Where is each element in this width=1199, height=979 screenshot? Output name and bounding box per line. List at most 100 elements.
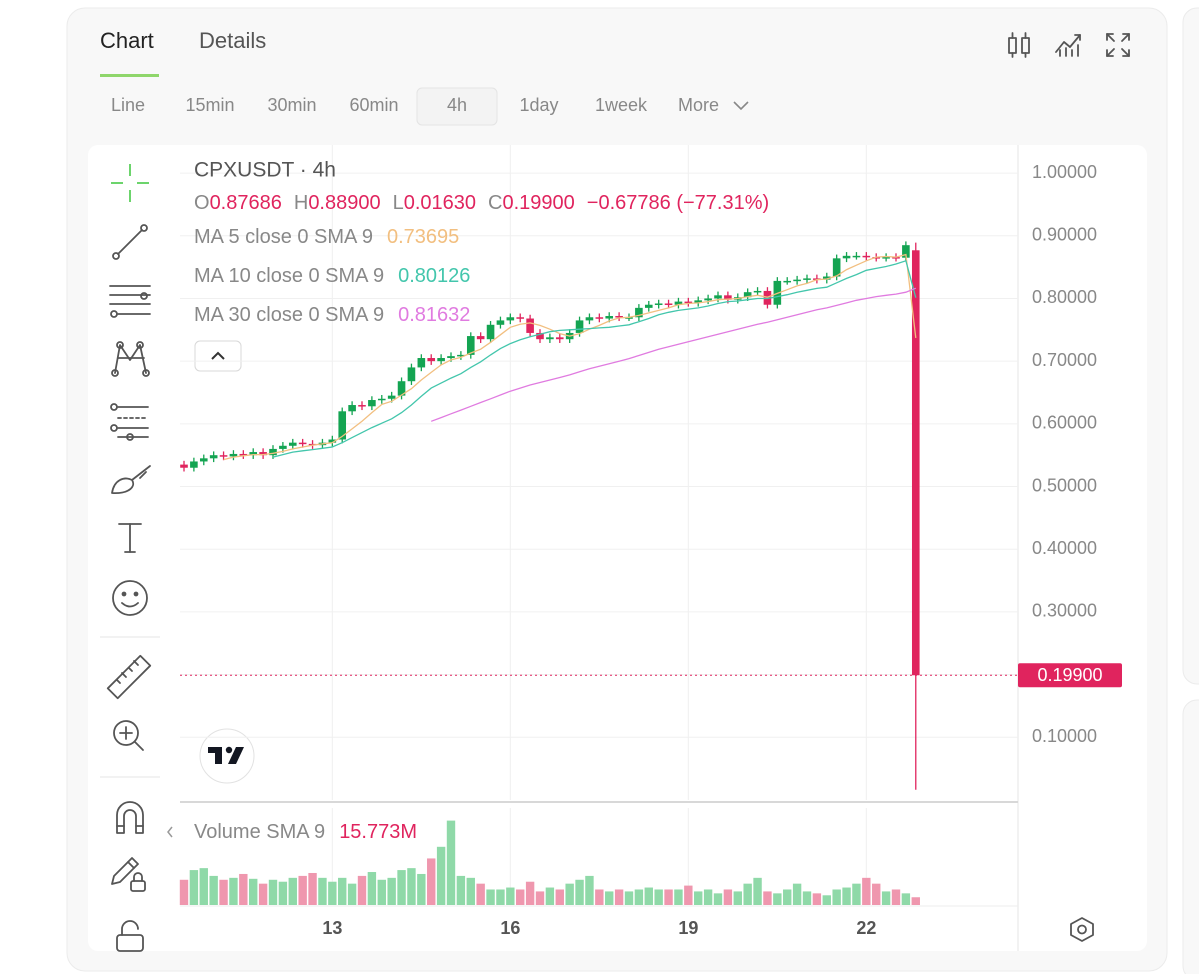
volume-bar [743,883,752,905]
candle-body [575,320,584,333]
ma-value: 0.80126 [398,265,470,287]
candle-body [793,279,801,282]
ohlc-key: H [294,192,308,214]
volume-bar [446,820,456,905]
volume-bar [545,887,555,905]
candle-body [743,292,752,298]
settings-button[interactable] [1070,917,1094,942]
ma-line [430,287,917,422]
volume-bar [377,879,386,905]
volume-bar [209,875,218,905]
volume-bar [753,877,762,905]
ruler-tool[interactable] [106,654,152,700]
ma-legend: MA 5 close 0 SMA 9 0.73695 [194,226,459,248]
candle-body [526,318,534,333]
volume-bar [852,883,861,905]
volume-bar [575,879,584,905]
plot: 0.19900 [179,241,1122,905]
volume-bar [694,891,703,905]
fib-tool[interactable] [110,403,149,441]
volume-bar [486,889,495,905]
tv-logo[interactable] [199,728,255,784]
text-tool[interactable] [118,523,142,553]
candle-body [635,307,643,318]
lock-tool[interactable] [116,920,144,952]
volume-bar [891,889,901,905]
y-tick-label: 0.10000 [1032,726,1097,746]
candle-body [605,316,614,319]
zoom-tool[interactable] [113,720,144,751]
x-tick-label: 22 [856,918,876,938]
interval[interactable]: 15min [185,95,234,115]
interval[interactable]: Line [111,95,145,115]
ma-name: MA 30 close 0 SMA 9 [194,304,384,326]
magnet-tool[interactable] [116,801,144,834]
volume-bar [802,891,812,905]
candle-body [199,458,208,462]
x-tick-label: 13 [322,918,342,938]
side-card [1182,7,1199,685]
tv-logo-mark [208,746,244,764]
indicators-button[interactable] [1055,34,1081,57]
candle-body [753,290,762,293]
volume-bar [723,889,733,905]
chart-panel [88,145,1147,951]
brush-tool[interactable] [111,465,151,494]
interval[interactable]: 1day [519,95,558,115]
interval[interactable]: 1week [595,95,648,115]
candle-body [506,317,515,321]
candle-body [852,255,861,258]
y-tick-label: 0.30000 [1032,601,1097,621]
ohlc-value: 0.87686 [210,192,282,214]
volume-bar [516,889,525,905]
volume-pane-toggle[interactable] [167,826,173,838]
volume-bar [387,877,396,905]
candle-type-button[interactable] [1008,32,1030,58]
candle-body [555,337,564,340]
ma-name: MA 10 close 0 SMA 9 [194,265,384,287]
volume-bar [911,897,920,905]
candle-body [654,303,663,305]
ohlc-value: 0.19900 [502,192,574,214]
tab-chart[interactable]: Chart [100,28,154,53]
fullscreen-button[interactable] [1106,33,1130,57]
trend-line-tool[interactable] [112,224,148,260]
tab-details[interactable]: Details [199,28,266,53]
interval[interactable]: 4h [447,95,467,115]
interval[interactable]: 30min [267,95,316,115]
horizontal-lines-tool[interactable] [109,285,151,318]
ma-value: 0.73695 [387,226,459,248]
legend: CPXUSDT · 4h O0.87686 H0.88900 L0.01630 C0.1… [194,159,769,844]
candle-body [674,301,683,305]
collapse-legend-button[interactable] [194,340,242,372]
volume-bar [288,877,297,905]
volume-value: 15.773M [339,821,417,843]
volume-bar [417,873,426,905]
volume-bar [595,889,604,905]
ohlc-key: O [194,192,210,214]
interval-more[interactable]: More [678,95,719,115]
volume-bar [347,883,357,905]
candle-body [803,278,811,280]
candle-body [190,461,198,468]
candle-body [239,453,248,456]
interval[interactable]: 60min [349,95,398,115]
crosshair-tool[interactable] [111,164,149,202]
y-tick-label: 1.00000 [1032,162,1097,182]
volume-bar [308,872,317,905]
candle-body [259,452,267,456]
lock-drawings-tool[interactable] [111,857,146,892]
volume-bar [278,881,288,905]
pattern-tool[interactable] [111,341,150,377]
candle-body [595,317,604,319]
volume-bar [239,873,248,905]
volume-bar [506,887,515,905]
volume-bar [249,878,258,905]
emoji-tool[interactable] [112,580,148,616]
candle-body [536,332,544,340]
volume-bar [466,877,475,905]
candle-body [684,301,693,304]
ohlc-value: 0.88900 [308,192,380,214]
volume-bar [555,889,564,905]
